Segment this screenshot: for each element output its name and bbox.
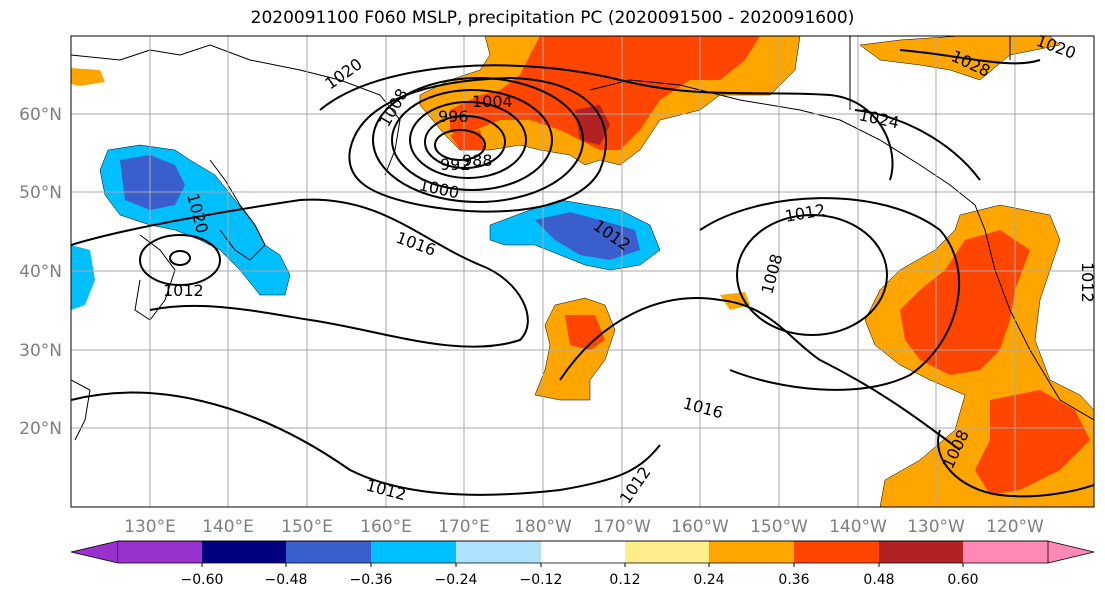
- precip-core-alaska: [450, 36, 760, 150]
- colorbar-swatch: [963, 541, 1048, 563]
- colorbar-swatch: [879, 541, 963, 563]
- contour-label: 1012: [1078, 262, 1097, 303]
- colorbar-swatch: [709, 541, 794, 563]
- colorbar: −0.60 −0.48 −0.36 −0.24 −0.12 0.12 0.24 …: [70, 540, 1095, 588]
- lat-label: 50°N: [19, 183, 62, 203]
- contour-label: 988: [462, 151, 493, 170]
- longitude-labels: 130°E 140°E 150°E 160°E 170°E 180°W 170°…: [124, 517, 1044, 537]
- contour-label: 1012: [163, 281, 204, 300]
- contour-label: 992: [440, 155, 471, 174]
- coastline-kamchatka: [71, 44, 401, 176]
- contour-992: [424, 115, 506, 169]
- border-lines: [849, 36, 1011, 110]
- latitude-labels: 60°N 50°N 40°N 30°N 20°N: [19, 105, 62, 439]
- contour-1016-west: [71, 198, 529, 348]
- colorbar-label: −0.36: [350, 572, 393, 588]
- precip-neg-core-central: [535, 212, 640, 260]
- lon-label: 130°E: [124, 517, 176, 537]
- precip-cyclone-core: [450, 130, 485, 150]
- colorbar-extend-high: [1047, 540, 1095, 564]
- coastline-philippines: [71, 379, 91, 441]
- contour-1016-south: [559, 297, 961, 451]
- colorbar-swatch: [794, 541, 879, 563]
- colorbar-label: −0.12: [520, 572, 563, 588]
- colorbar-swatch: [286, 541, 371, 563]
- colorbar-swatch: [541, 541, 625, 563]
- lon-label: 150°W: [750, 517, 808, 537]
- colorbar-label: −0.60: [181, 572, 224, 588]
- precip-max-alaska: [575, 105, 610, 145]
- lon-label: 160°E: [360, 517, 412, 537]
- contour-988: [434, 129, 486, 161]
- contour-1028: [899, 49, 1041, 65]
- colorbar-swatch: [202, 541, 286, 563]
- lat-label: 60°N: [19, 105, 62, 125]
- contour-label: 996: [438, 107, 469, 126]
- colorbar-swatch: [456, 541, 541, 563]
- colorbar-label: 0.24: [693, 572, 724, 588]
- contour-1008-east: [736, 214, 888, 336]
- precip-neg-core-japan: [120, 155, 185, 210]
- lon-label: 170°W: [593, 517, 651, 537]
- contour-996: [409, 101, 527, 179]
- mslp-contours: [71, 49, 1094, 498]
- colorbar-extend-low: [70, 540, 119, 564]
- colorbar-label: 0.48: [863, 572, 894, 588]
- map-border: [70, 35, 1095, 508]
- contour-1012-japan: [139, 234, 221, 286]
- colorbar-swatch: [118, 541, 202, 563]
- gridlines: [71, 36, 1094, 507]
- lat-label: 30°N: [19, 341, 62, 361]
- contour-1004: [372, 77, 584, 203]
- contour-1012-south: [71, 391, 661, 496]
- contour-1000: [391, 89, 553, 191]
- lon-label: 170°E: [438, 517, 490, 537]
- contour-label: 1004: [472, 92, 513, 111]
- precip-area-nw: [71, 68, 105, 86]
- colorbar-label: −0.24: [435, 572, 478, 588]
- lon-label: 130°W: [907, 517, 965, 537]
- colorbar-label: 0.36: [778, 572, 809, 588]
- precip-core-westcoast: [900, 230, 1030, 375]
- contour-1008-low: [348, 76, 607, 213]
- lon-label: 150°E: [281, 517, 333, 537]
- contour-1008-japan: [169, 250, 191, 266]
- contour-1020-north: [319, 64, 894, 181]
- lon-label: 140°E: [202, 517, 254, 537]
- colorbar-swatch: [371, 541, 456, 563]
- contour-1024: [854, 109, 981, 181]
- precip-core-midpacific: [565, 315, 605, 350]
- map-title: 2020091100 F060 MSLP, precipitation PC (…: [250, 8, 855, 28]
- colorbar-swatch: [625, 541, 709, 563]
- coastline-korea: [134, 234, 176, 321]
- precip-fill-layer: [71, 36, 1094, 507]
- precip-core-baja: [975, 390, 1090, 495]
- lon-label: 120°W: [986, 517, 1044, 537]
- contour-1012-east: [699, 197, 961, 391]
- lat-label: 20°N: [19, 419, 62, 439]
- lon-label: 140°W: [829, 517, 887, 537]
- lat-label: 40°N: [19, 262, 62, 282]
- colorbar-label: 0.12: [609, 572, 640, 588]
- colorbar-label: −0.48: [265, 572, 308, 588]
- lon-label: 160°W: [671, 517, 729, 537]
- contour-1008-coast: [937, 429, 1094, 498]
- lon-label: 180°W: [514, 517, 572, 537]
- precip-neg-korea: [71, 245, 95, 310]
- colorbar-label: 0.60: [947, 572, 978, 588]
